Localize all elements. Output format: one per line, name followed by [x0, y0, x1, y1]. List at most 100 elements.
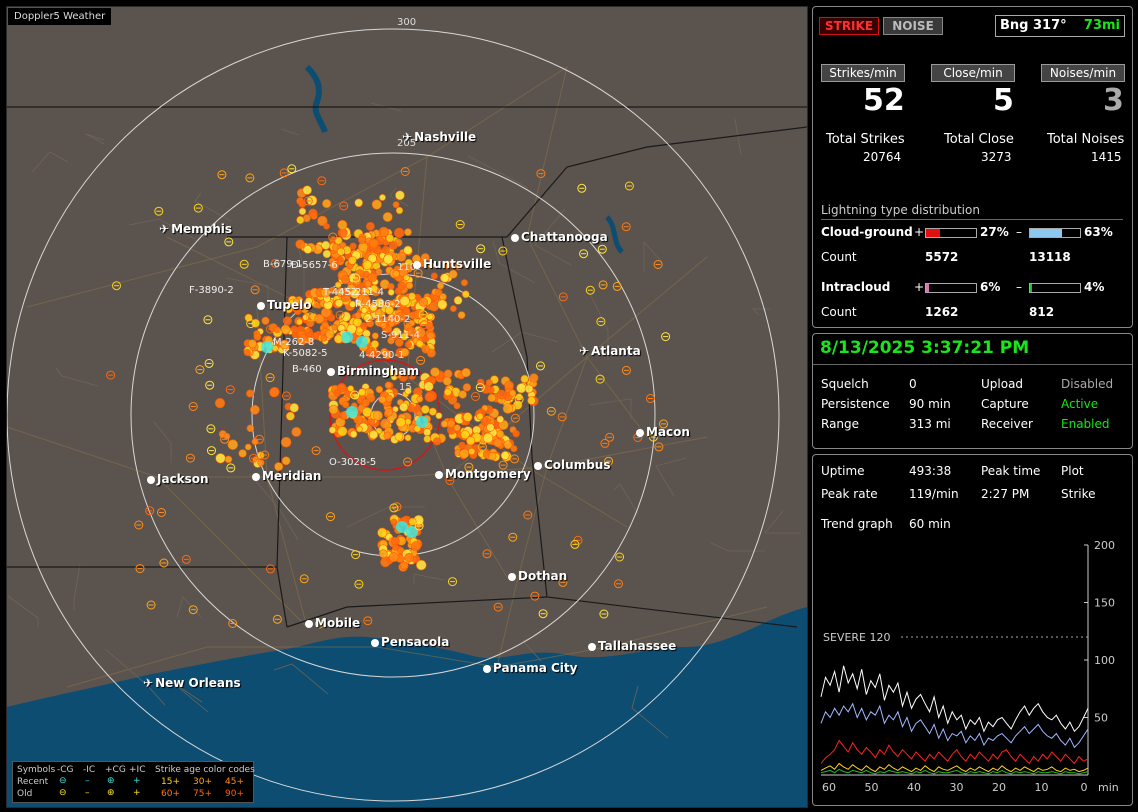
storm-cell-label[interactable]: S-211-4	[345, 287, 385, 298]
receiver-value: Enabled	[1061, 417, 1110, 431]
city-name: Pensacola	[381, 635, 450, 649]
city-label-chattanooga: Chattanooga	[511, 230, 608, 244]
city-dot-icon	[252, 472, 260, 481]
legend-pic-old-icon: +	[133, 788, 141, 798]
close-per-min-label: Close/min	[931, 64, 1015, 82]
city-dot-icon	[257, 301, 265, 310]
city-dot-icon	[508, 572, 516, 581]
ic-pos-bar	[925, 283, 977, 293]
cg-minus-sign: –	[1016, 225, 1022, 239]
city-name: Memphis	[171, 222, 233, 236]
storm-cell-label[interactable]: B-460	[292, 364, 322, 375]
legend-pcg-old-icon: ⊕	[107, 788, 115, 798]
bearing-readout: Bng 317° 73mi	[995, 15, 1125, 37]
city-dot-icon	[483, 664, 491, 673]
legend-ncg-recent-icon: ⊖	[59, 776, 67, 786]
city-name: Montgomery	[445, 467, 531, 481]
storm-cell-label[interactable]: M-262-8	[273, 337, 315, 348]
y-tick-label: 150	[1094, 597, 1115, 610]
storm-cell-label[interactable]: 2-1140-2	[365, 314, 411, 325]
map-canvas	[7, 28, 807, 807]
storm-cell-label[interactable]: 4-4290-1	[359, 350, 405, 361]
upload-value: Disabled	[1061, 377, 1114, 391]
city-label-atlanta: ✈ Atlanta	[579, 344, 641, 358]
city-name: Atlanta	[591, 344, 641, 358]
storm-cell-label[interactable]: T-4452	[323, 287, 358, 298]
city-name: Jackson	[157, 472, 209, 486]
legend-col-pcg: +CG	[105, 765, 126, 775]
cg-plus-sign: +	[914, 225, 925, 239]
squelch-value: 0	[909, 377, 917, 391]
total-close-label: Total Close	[944, 132, 1014, 147]
storm-cell-label[interactable]: R-4586-2	[355, 299, 401, 310]
legend-age-old-3: 90+	[225, 789, 244, 799]
x-tick-label: 30	[950, 781, 964, 794]
x-tick-label: 20	[992, 781, 1006, 794]
storm-cell-label[interactable]: K-5082-5	[283, 348, 328, 359]
city-dot-icon	[413, 260, 421, 269]
status-divider	[813, 364, 1132, 365]
city-dot-icon	[435, 470, 443, 479]
cg-pos-pct: 27%	[980, 225, 1009, 239]
series-line	[820, 762, 1089, 773]
legend-nic-old-icon: –	[85, 788, 90, 798]
range-value: 313 mi	[909, 417, 951, 431]
city-dot-icon	[305, 619, 313, 628]
storm-cell-label[interactable]: O-3028-5	[329, 457, 377, 468]
cg-neg-pct: 63%	[1084, 225, 1113, 239]
city-name: Tupelo	[267, 298, 312, 312]
map-view[interactable]: Doppler5 Weather 300 205 110 15 ✈ Nashvil…	[6, 6, 808, 808]
y-tick-label: 200	[1094, 539, 1115, 552]
legend-age-recent-2: 30+	[193, 777, 212, 787]
legend-ncg-old-icon: ⊖	[59, 788, 67, 798]
city-name: Dothan	[518, 569, 568, 583]
range-ring	[130, 152, 656, 678]
bearing-range: 73mi	[1083, 18, 1120, 33]
city-name: Panama City	[493, 661, 578, 675]
city-name: Columbus	[544, 458, 611, 472]
city-label-panama-city: Panama City	[483, 661, 577, 675]
cg-count-label: Count	[821, 250, 857, 264]
city-dot-icon	[534, 461, 542, 470]
plot-value[interactable]: Strike	[1061, 487, 1096, 501]
storm-cell-label[interactable]: F-3890-2	[189, 285, 234, 296]
city-label-dothan: Dothan	[508, 569, 567, 583]
city-name: Huntsville	[423, 257, 492, 271]
ic-neg-pct: 4%	[1084, 280, 1105, 294]
storm-cell-label[interactable]: D-5657-6	[291, 260, 338, 271]
peak-rate-value: 119/min	[909, 487, 959, 501]
city-name: Chattanooga	[521, 230, 608, 244]
ring-label-300: 300	[397, 17, 417, 28]
x-tick-label: 50	[865, 781, 879, 794]
city-label-new-orleans: ✈ New Orleans	[143, 676, 241, 690]
strike-markers	[106, 164, 671, 629]
legend-col-pic: +IC	[129, 765, 146, 775]
airport-icon: ✈	[579, 344, 590, 358]
storm-cell-label[interactable]: B-679-1	[263, 259, 303, 270]
legend-age-recent-1: 15+	[161, 777, 180, 787]
plot-label: Plot	[1061, 464, 1084, 478]
cg-label: Cloud-ground	[821, 225, 913, 239]
city-label-tallahassee: Tallahassee	[588, 639, 676, 653]
strike-button[interactable]: STRIKE	[819, 17, 879, 35]
y-tick-label: 100	[1094, 654, 1115, 667]
persistence-value: 90 min	[909, 397, 951, 411]
legend-pcg-recent-icon: ⊕	[107, 776, 115, 786]
airport-icon: ✈	[402, 130, 413, 144]
legend-col-nic: -IC	[83, 765, 96, 775]
trend-panel: Uptime 493:38 Peak time Plot Peak rate 1…	[812, 454, 1133, 806]
distribution-title: Lightning type distribution	[821, 203, 980, 217]
capture-label: Capture	[981, 397, 1029, 411]
trend-graph-label: Trend graph	[821, 517, 893, 531]
lake	[605, 215, 624, 254]
ic-plus-sign: +	[914, 280, 925, 294]
total-noises-label: Total Noises	[1047, 132, 1125, 147]
range-label: Range	[821, 417, 860, 431]
ic-count-label: Count	[821, 305, 857, 319]
airport-icon: ✈	[143, 676, 154, 690]
series-line	[820, 665, 1089, 733]
city-label-birmingham: Birmingham	[327, 364, 419, 378]
storm-cell-label[interactable]: S-911-4	[381, 330, 421, 341]
noise-button[interactable]: NOISE	[883, 17, 943, 35]
legend-old-label: Old	[17, 789, 33, 799]
